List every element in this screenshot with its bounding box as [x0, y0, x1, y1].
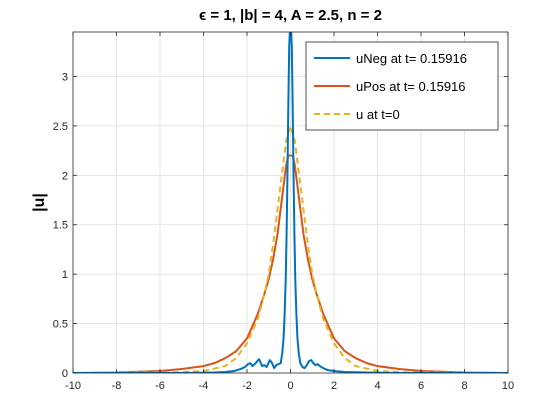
chart-title: ϵ = 1, |b| = 4, A = 2.5, n = 2: [199, 7, 382, 24]
x-tick-label: 0: [287, 380, 293, 392]
x-tick-label: -2: [242, 380, 252, 392]
y-tick-label: 1: [62, 269, 68, 281]
y-tick-label: 0.5: [53, 319, 68, 331]
x-tick-label: 4: [374, 380, 380, 392]
y-tick-label: 2: [62, 170, 68, 182]
legend-label: uNeg at t= 0.15916: [356, 51, 467, 66]
tick-labels: -10 -8 -6 -4 -2 0 2 4 6 8 10 0 0.5 1 1.5 2 2.5 3: [53, 71, 514, 392]
legend-label: uPos at t= 0.15916: [356, 79, 466, 94]
legend-label: u at t=0: [356, 107, 400, 122]
x-tick-label: 10: [502, 380, 514, 392]
y-tick-label: 2.5: [53, 121, 68, 133]
y-tick-label: 1.5: [53, 220, 68, 232]
x-tick-label: 8: [461, 380, 467, 392]
tick-marks: [72, 32, 509, 374]
x-tick-label: -6: [155, 380, 165, 392]
x-tick-label: -4: [199, 380, 209, 392]
y-axis-label: |u|: [31, 193, 48, 212]
x-tick-label: 2: [331, 380, 337, 392]
legend: uNeg at t= 0.15916 uPos at t= 0.15916 u at…: [305, 41, 499, 131]
x-tick-label: 6: [418, 380, 424, 392]
series-line-2: [73, 154, 508, 373]
x-tick-label: -8: [112, 380, 122, 392]
series-line-3: [73, 124, 508, 373]
x-tick-label: -10: [65, 380, 81, 392]
y-tick-label: 3: [62, 71, 68, 83]
series-layer: [73, 32, 508, 373]
series-line-1: [73, 32, 508, 373]
y-tick-label: 0: [62, 368, 68, 380]
